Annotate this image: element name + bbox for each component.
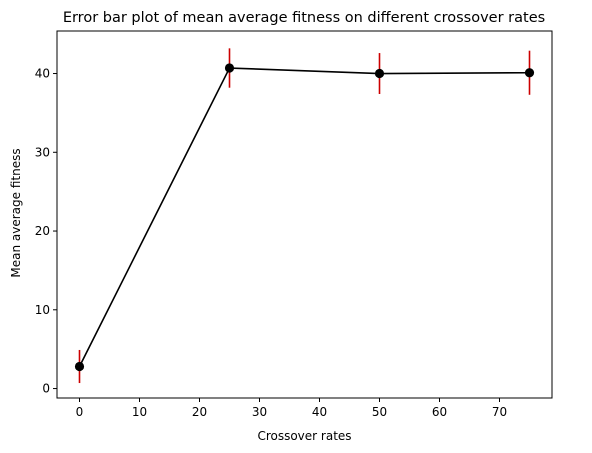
data-point [224, 63, 235, 73]
x-axis-label: Crossover rates [257, 429, 351, 443]
x-tick-label: 0 [76, 405, 84, 419]
plot-frame [56, 30, 553, 399]
y-tick-label: 30 [35, 145, 50, 159]
y-tick-label: 10 [35, 303, 50, 317]
x-tick-label: 70 [492, 405, 507, 419]
chart-title: Error bar plot of mean average fitness o… [63, 10, 545, 26]
data-point [74, 361, 85, 372]
x-tick-label: 60 [432, 405, 447, 419]
plot-area [74, 48, 535, 384]
y-tick-label: 20 [35, 224, 50, 238]
x-tick-label: 20 [192, 405, 207, 419]
x-tick-label: 10 [132, 405, 147, 419]
series-line [78, 67, 530, 367]
x-tick-label: 40 [312, 405, 327, 419]
y-axis: 0 10 20 30 40 [35, 67, 57, 396]
y-tick-label: 0 [42, 382, 50, 396]
x-axis: 0 10 20 30 40 50 60 70 [76, 398, 507, 419]
y-tick-label: 40 [35, 67, 50, 81]
data-point [374, 68, 385, 79]
y-axis-label: Mean average fitness [9, 148, 23, 277]
x-tick-label: 50 [372, 405, 387, 419]
data-point [524, 68, 535, 78]
x-tick-label: 30 [252, 405, 267, 419]
